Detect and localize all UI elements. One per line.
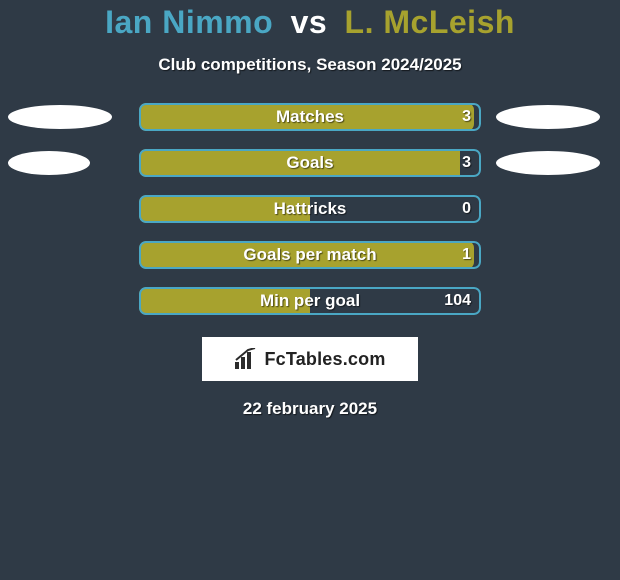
- stat-label: Min per goal: [260, 291, 360, 311]
- side-ellipse-left: [8, 105, 112, 129]
- page-title: Ian Nimmo vs L. McLeish: [0, 4, 620, 41]
- side-ellipse-right: [496, 151, 600, 175]
- page: Ian Nimmo vs L. McLeish Club competition…: [0, 0, 620, 580]
- stat-label: Goals per match: [243, 245, 376, 265]
- stat-bar: Goals 3: [139, 149, 481, 177]
- stat-row: Goals 3: [0, 149, 620, 177]
- title-player2: L. McLeish: [345, 4, 515, 40]
- title-vs: vs: [291, 4, 328, 40]
- stat-row: Min per goal 104: [0, 287, 620, 315]
- title-player1: Ian Nimmo: [105, 4, 273, 40]
- brand-text: FcTables.com: [264, 349, 385, 370]
- stat-bar: Hattricks 0: [139, 195, 481, 223]
- stat-label: Matches: [276, 107, 344, 127]
- stat-row: Goals per match 1: [0, 241, 620, 269]
- stat-value: 104: [444, 292, 471, 310]
- stat-bar: Matches 3: [139, 103, 481, 131]
- stat-value: 0: [462, 200, 471, 218]
- stat-value: 1: [462, 246, 471, 264]
- stat-row: Hattricks 0: [0, 195, 620, 223]
- stat-rows: Matches 3 Goals 3 Hattricks 0 Goals per match 1…: [0, 103, 620, 315]
- subtitle: Club competitions, Season 2024/2025: [0, 55, 620, 75]
- date-text: 22 february 2025: [0, 399, 620, 419]
- brand-bars-icon: [234, 348, 258, 370]
- stat-bar: Goals per match 1: [139, 241, 481, 269]
- stat-row: Matches 3: [0, 103, 620, 131]
- stat-label: Goals: [286, 153, 333, 173]
- brand-box[interactable]: FcTables.com: [202, 337, 418, 381]
- side-ellipse-right: [496, 105, 600, 129]
- stat-value: 3: [462, 108, 471, 126]
- side-ellipse-left: [8, 151, 90, 175]
- stat-value: 3: [462, 154, 471, 172]
- stat-label: Hattricks: [274, 199, 347, 219]
- stat-bar: Min per goal 104: [139, 287, 481, 315]
